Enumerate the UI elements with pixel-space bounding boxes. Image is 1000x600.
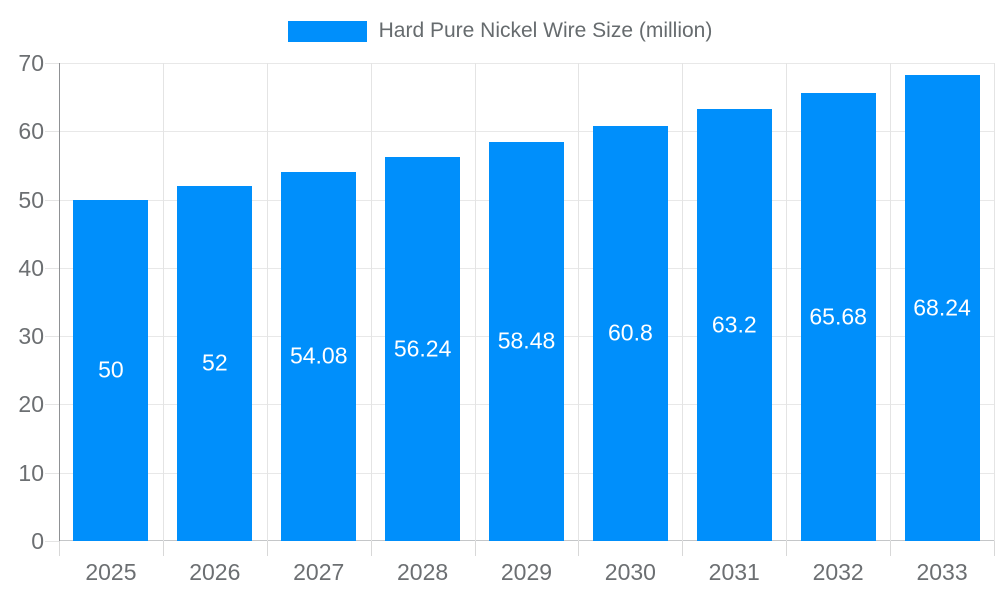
legend-label: Hard Pure Nickel Wire Size (million) — [378, 19, 713, 42]
bar-2027[interactable]: 54.08 — [281, 171, 357, 541]
x-axis-tick — [682, 541, 684, 556]
y-axis-line — [59, 63, 60, 556]
x-axis-label: 2027 — [293, 559, 345, 585]
y-axis-label: 50 — [18, 186, 44, 213]
gridline-vertical — [578, 63, 580, 541]
bar-2030[interactable]: 60.8 — [592, 125, 668, 541]
x-axis-label: 2025 — [85, 559, 137, 585]
x-axis-tick — [994, 541, 995, 556]
gridline-vertical — [890, 63, 892, 541]
gridline-vertical — [162, 63, 164, 541]
bar-2026[interactable]: 52 — [177, 185, 253, 541]
y-axis-tick — [45, 267, 59, 269]
gridline-vertical — [786, 63, 788, 541]
y-axis-tick — [45, 404, 59, 406]
x-axis-tick — [890, 541, 892, 556]
y-axis-label: 20 — [18, 391, 44, 418]
x-axis-tick — [266, 541, 268, 556]
gridline-vertical — [370, 63, 372, 541]
x-axis-tick — [59, 541, 60, 556]
x-axis-tick — [370, 541, 372, 556]
bar-value-label: 50 — [98, 356, 124, 383]
bar-value-label: 68.24 — [913, 294, 971, 321]
y-axis-tick — [45, 199, 59, 201]
bar-2031[interactable]: 63.2 — [696, 109, 772, 541]
x-axis-tick — [578, 541, 580, 556]
bar-value-label: 65.68 — [809, 303, 867, 330]
bar-value-label: 54.08 — [289, 342, 348, 369]
y-axis-label: 40 — [18, 254, 44, 281]
y-axis-tick — [45, 336, 59, 338]
gridline-vertical — [474, 63, 476, 541]
bar-value-label: 60.8 — [607, 319, 653, 346]
y-axis-label: 10 — [18, 459, 44, 486]
bar-value-label: 52 — [202, 349, 228, 376]
x-axis-label: 2032 — [812, 559, 864, 585]
y-axis-tick — [45, 472, 59, 474]
gridline-horizontal — [59, 131, 994, 133]
x-axis-label: 2026 — [189, 559, 241, 585]
bar-2028[interactable]: 56.24 — [385, 156, 461, 541]
bar-value-label: 56.24 — [393, 335, 452, 362]
bar-value-label: 63.2 — [711, 311, 757, 338]
gridline-horizontal — [59, 63, 994, 64]
y-axis-label: 0 — [31, 528, 44, 554]
bar-2032[interactable]: 65.68 — [800, 92, 876, 541]
gridline-vertical — [682, 63, 684, 541]
y-axis-tick — [45, 63, 59, 64]
legend[interactable]: Hard Pure Nickel Wire Size (million) — [0, 19, 1000, 43]
x-axis-label: 2030 — [604, 559, 656, 585]
gridline-vertical — [994, 63, 995, 541]
x-axis-tick — [786, 541, 788, 556]
y-axis-label: 70 — [18, 50, 44, 76]
gridline-vertical — [266, 63, 268, 541]
x-axis-label: 2031 — [708, 559, 760, 585]
x-axis-label: 2028 — [397, 559, 449, 585]
y-axis-label: 60 — [18, 118, 44, 145]
bar-2029[interactable]: 58.48 — [489, 141, 564, 541]
bar-value-label: 58.48 — [497, 327, 556, 354]
plot-area: 50 52 54.08 56.24 58.48 60.8 63.2 65.68 68.24 — [59, 63, 995, 541]
x-axis-label: 2033 — [916, 559, 968, 585]
bar-2025[interactable]: 50 — [73, 199, 149, 541]
y-axis-tick — [45, 541, 59, 542]
legend-swatch-icon — [287, 20, 367, 42]
bar-2033[interactable]: 68.24 — [904, 75, 980, 541]
y-axis-label: 30 — [18, 323, 44, 350]
x-axis-tick — [474, 541, 476, 556]
x-axis-tick — [162, 541, 164, 556]
x-axis-label: 2029 — [500, 559, 553, 585]
y-axis-tick — [45, 131, 59, 133]
